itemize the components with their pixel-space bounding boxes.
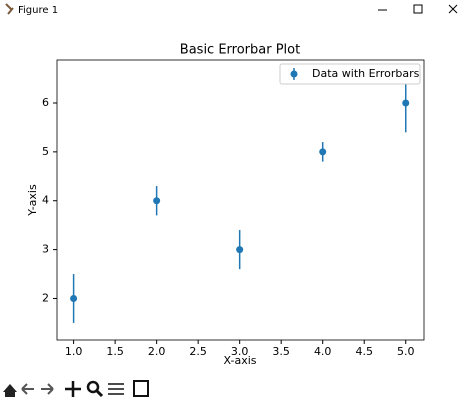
data-point: [236, 246, 244, 254]
data-point: [153, 197, 161, 205]
x-axis-label: X-axis: [224, 354, 257, 367]
x-tick-label: 4.5: [355, 345, 373, 358]
window-title: Figure 1: [18, 5, 58, 16]
close-button[interactable]: [448, 4, 458, 14]
legend-box: [279, 63, 421, 85]
toolbar: [3, 380, 149, 398]
x-tick-label: 1.5: [106, 345, 124, 358]
app-icon: [5, 3, 14, 15]
legend-label: Data with Errorbars: [312, 67, 420, 80]
zoom-button[interactable]: [86, 380, 100, 394]
save-button[interactable]: [133, 380, 149, 397]
forward-button[interactable]: [41, 383, 54, 395]
legend-marker: [290, 70, 298, 78]
x-tick-label: 2.5: [189, 345, 207, 358]
y-tick-label: 5: [42, 145, 49, 158]
home-button[interactable]: [3, 384, 17, 397]
x-tick-label: 3.0: [231, 345, 249, 358]
configure-button[interactable]: [108, 383, 124, 395]
y-tick-label: 4: [42, 194, 49, 207]
y-tick-label: 2: [42, 291, 49, 304]
x-tick-label: 3.5: [272, 345, 290, 358]
data-point: [319, 148, 327, 156]
x-tick-label: 4.0: [314, 345, 332, 358]
title-bar: [0, 0, 469, 20]
y-tick-label: 6: [42, 96, 49, 109]
chart-title: Basic Errorbar Plot: [180, 43, 300, 58]
x-tick-label: 2.0: [148, 345, 166, 358]
maximize-button[interactable]: [413, 4, 423, 14]
plot-frame: [56, 59, 425, 341]
x-tick-label: 5.0: [397, 345, 415, 358]
data-point: [70, 294, 78, 302]
data-point: [402, 99, 410, 107]
x-tick-label: 1.0: [65, 345, 83, 358]
pan-button[interactable]: [65, 381, 81, 397]
y-tick-label: 3: [42, 243, 49, 256]
y-axis-label: Y-axis: [26, 184, 39, 217]
back-button[interactable]: [21, 383, 34, 395]
